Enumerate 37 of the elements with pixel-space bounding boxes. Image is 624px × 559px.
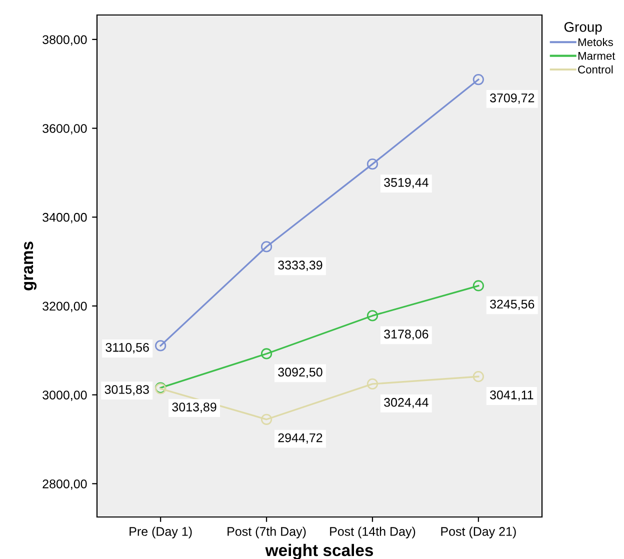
data-label: 3333,39 <box>278 260 322 271</box>
legend-title: Group <box>564 22 602 35</box>
data-label: 3709,72 <box>490 93 534 104</box>
data-label: 3013,89 <box>172 402 216 413</box>
point <box>366 378 378 390</box>
legend-label: Marmet <box>578 52 616 60</box>
point <box>260 241 272 252</box>
data-label: 3092,50 <box>278 368 322 378</box>
point <box>366 310 378 322</box>
data-label: 3015,83 <box>104 385 149 396</box>
legend-label: Control <box>578 65 613 74</box>
y-tick-label: 3600,00 <box>42 124 87 134</box>
data-label: 3041,11 <box>490 390 534 401</box>
y-tick-label: 2800,00 <box>42 479 87 490</box>
legend-label: Metoks <box>578 38 613 46</box>
data-label: 3519,44 <box>384 178 428 188</box>
point <box>472 280 484 292</box>
x-tick-label: Post (Day 21) <box>441 526 516 538</box>
y-axis-title: grams <box>24 242 37 290</box>
point <box>472 74 484 86</box>
point <box>155 340 166 352</box>
data-label: 3024,44 <box>384 398 428 408</box>
x-tick-label: Pre (Day 1) <box>130 526 192 538</box>
point <box>366 158 378 170</box>
x-tick-label: Post (7th Day) <box>228 526 306 538</box>
y-tick-label: 3200,00 <box>42 302 87 312</box>
y-tick-label: 3400,00 <box>42 212 87 224</box>
data-label: 3245,56 <box>490 300 534 310</box>
y-tick-label: 3000,00 <box>42 390 87 401</box>
point <box>260 348 272 360</box>
y-tick-label: 3800,00 <box>42 35 87 46</box>
x-tick-label: Post (14th Day) <box>330 526 416 538</box>
data-label: 3110,56 <box>106 342 149 354</box>
data-label: 3178,06 <box>384 330 428 340</box>
point <box>472 371 484 382</box>
data-label: 2944,72 <box>278 433 322 444</box>
point <box>260 414 272 425</box>
